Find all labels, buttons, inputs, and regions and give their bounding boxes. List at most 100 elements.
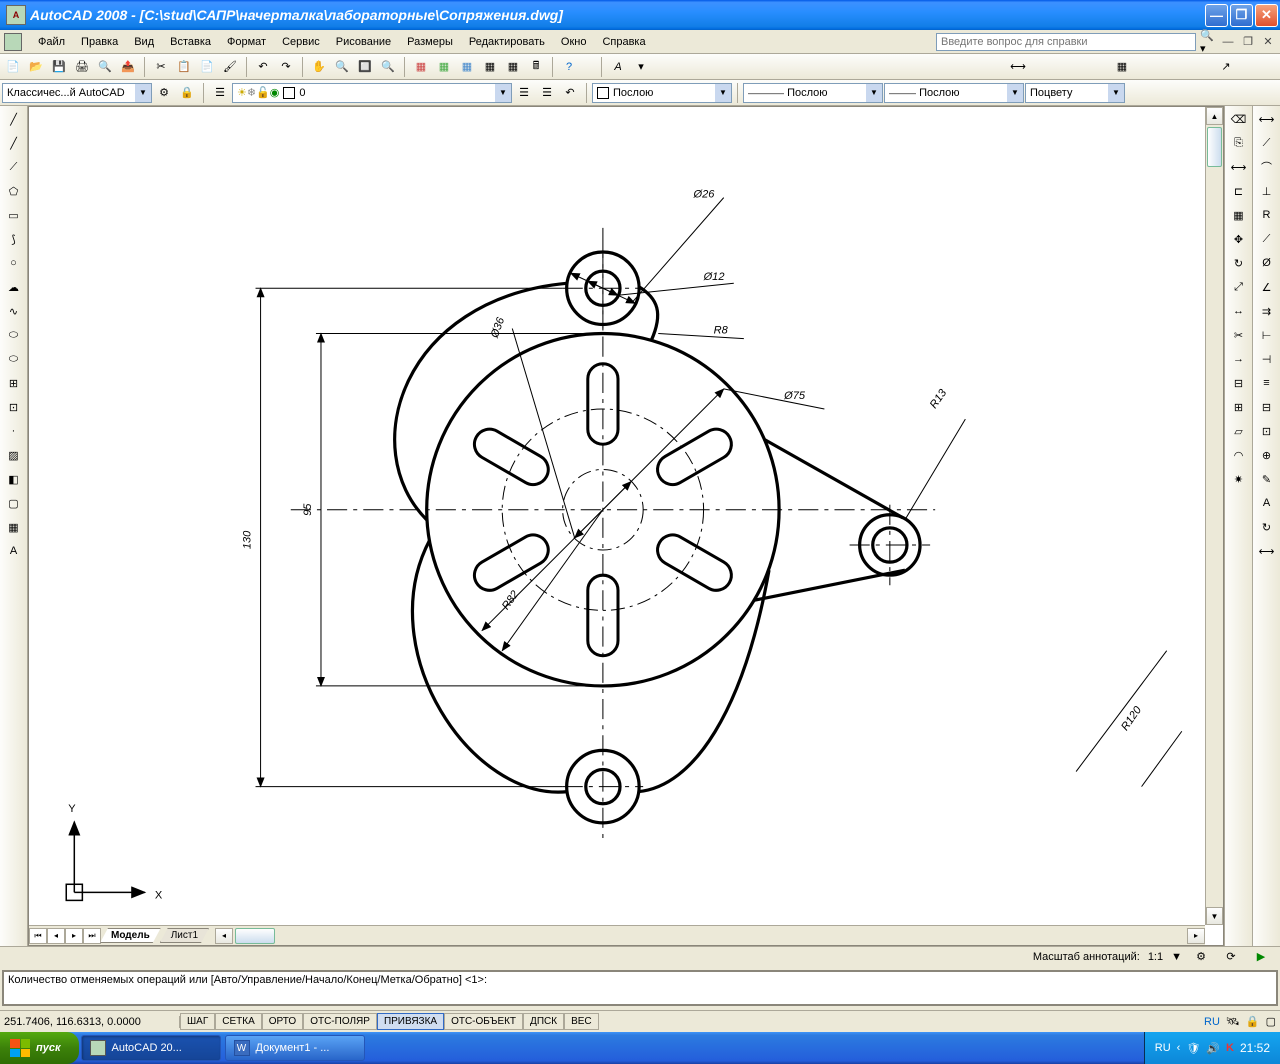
textstyle-icon[interactable]: A <box>607 56 629 78</box>
dimstyle-icon[interactable]: ⟷ <box>1007 56 1029 78</box>
line-icon[interactable]: ╱ <box>3 108 25 130</box>
lang-tray[interactable]: RU <box>1155 1042 1171 1054</box>
join-icon[interactable]: ⊞ <box>1228 396 1250 418</box>
dim-angular-icon[interactable]: ∠ <box>1256 276 1278 298</box>
tablestyle-icon[interactable]: ▦ <box>1111 56 1133 78</box>
redo-icon[interactable]: ↷ <box>275 56 297 78</box>
dim-space-icon[interactable]: ≡ <box>1256 372 1278 394</box>
doc-min-icon[interactable]: — <box>1220 34 1236 50</box>
block-icon[interactable]: ⊡ <box>3 396 25 418</box>
stretch-icon[interactable]: ↔ <box>1228 300 1250 322</box>
textstyle-dd-icon[interactable]: ▾ <box>630 56 652 78</box>
mode-ducs[interactable]: ДПСК <box>523 1013 564 1030</box>
close-button[interactable]: ✕ <box>1255 4 1278 27</box>
undo-icon[interactable]: ↶ <box>252 56 274 78</box>
tab-next-icon[interactable]: ▸ <box>65 928 83 944</box>
erase-icon[interactable]: ⌫ <box>1228 108 1250 130</box>
properties-icon[interactable]: ▦ <box>410 56 432 78</box>
gradient-icon[interactable]: ◧ <box>3 468 25 490</box>
center-mark-icon[interactable]: ⊕ <box>1256 444 1278 466</box>
tab-prev-icon[interactable]: ◂ <box>47 928 65 944</box>
menu-modify[interactable]: Редактировать <box>461 33 553 51</box>
layer-state-icon[interactable]: ☰ <box>513 82 535 104</box>
dc-icon[interactable]: ▦ <box>433 56 455 78</box>
fillet-icon[interactable]: ◠ <box>1228 444 1250 466</box>
layer-iso-icon[interactable]: ☰ <box>536 82 558 104</box>
scale-icon[interactable]: ⤢ <box>1228 276 1250 298</box>
move-icon[interactable]: ✥ <box>1228 228 1250 250</box>
tab-model[interactable]: Модель <box>100 928 161 943</box>
dim-jog-icon[interactable]: ⟋ <box>1256 228 1278 250</box>
publish-icon[interactable]: 📤 <box>117 56 139 78</box>
color-dropdown[interactable]: Послою ▼ <box>592 83 732 103</box>
menu-edit[interactable]: Правка <box>73 33 126 51</box>
hatch-icon[interactable]: ▨ <box>3 444 25 466</box>
menu-view[interactable]: Вид <box>126 33 162 51</box>
plotstyle-dropdown[interactable]: Поцвету ▼ <box>1025 83 1125 103</box>
array-icon[interactable]: ▦ <box>1228 204 1250 226</box>
tab-layout1[interactable]: Лист1 <box>160 928 209 943</box>
tray-icon-1[interactable]: ‹ <box>1177 1042 1181 1054</box>
match-icon[interactable]: 🖌 <box>219 56 241 78</box>
copy2-icon[interactable]: ⎘ <box>1228 132 1250 154</box>
anno-scale-value[interactable]: 1:1 <box>1148 951 1163 963</box>
dim-quick-icon[interactable]: ⇉ <box>1256 300 1278 322</box>
anno-auto-icon[interactable]: ⟳ <box>1220 946 1242 968</box>
menu-dimension[interactable]: Размеры <box>399 33 461 51</box>
doc-close-icon[interactable]: ✕ <box>1260 34 1276 50</box>
lock-tb-icon[interactable]: 🔒 <box>1246 1015 1260 1028</box>
menu-insert[interactable]: Вставка <box>162 33 219 51</box>
dim-aligned-icon[interactable]: ⟋ <box>1256 132 1278 154</box>
offset-icon[interactable]: ⊏ <box>1228 180 1250 202</box>
tray-icon-3[interactable]: 🔊 <box>1206 1042 1220 1055</box>
preview-icon[interactable]: 🔍 <box>94 56 116 78</box>
revcloud-icon[interactable]: ☁ <box>3 276 25 298</box>
zoom-rt-icon[interactable]: 🔍 <box>331 56 353 78</box>
doc-max-icon[interactable]: ❐ <box>1240 34 1256 50</box>
paste-icon[interactable]: 📄 <box>196 56 218 78</box>
copy-icon[interactable]: 📋 <box>173 56 195 78</box>
save-icon[interactable]: 💾 <box>48 56 70 78</box>
circle-icon[interactable]: ○ <box>3 252 25 274</box>
menu-file[interactable]: Файл <box>30 33 73 51</box>
tab-first-icon[interactable]: ⏮ <box>29 928 47 944</box>
status-tray-icon[interactable]: ▶ <box>1250 946 1272 968</box>
dim-tedit-icon[interactable]: A <box>1256 492 1278 514</box>
command-line[interactable]: Количество отменяемых операций или [Авто… <box>2 970 1278 1006</box>
lineweight-dropdown[interactable]: ——— Послою ▼ <box>884 83 1024 103</box>
scrollbar-horizontal[interactable]: ◂ ▸ <box>215 928 1205 944</box>
maximize-button[interactable]: ❐ <box>1230 4 1253 27</box>
dim-update-icon[interactable]: ↻ <box>1256 516 1278 538</box>
dim-diameter-icon[interactable]: Ø <box>1256 252 1278 274</box>
start-button[interactable]: пуск <box>0 1032 79 1064</box>
anno-vis-icon[interactable]: ⚙ <box>1190 946 1212 968</box>
comm-icon[interactable]: 🛰 <box>1226 1015 1240 1028</box>
workspace-dropdown[interactable]: Классичес...й AutoCAD ▼ <box>2 83 152 103</box>
dimstyle2-icon[interactable]: ⟷ <box>1256 540 1278 562</box>
polygon-icon[interactable]: ⬠ <box>3 180 25 202</box>
mtext-icon[interactable]: A <box>3 540 25 562</box>
mode-ortho[interactable]: ОРТО <box>262 1013 303 1030</box>
menu-app-icon[interactable] <box>4 33 22 51</box>
mode-osnap[interactable]: ПРИВЯЗКА <box>377 1013 444 1030</box>
dim-linear-icon[interactable]: ⟷ <box>1256 108 1278 130</box>
dim-edit-icon[interactable]: ✎ <box>1256 468 1278 490</box>
point-icon[interactable]: · <box>3 420 25 442</box>
menu-tools[interactable]: Сервис <box>274 33 328 51</box>
clock[interactable]: 21:52 <box>1240 1041 1270 1055</box>
break-icon[interactable]: ⊟ <box>1228 372 1250 394</box>
mleader-icon[interactable]: ↗ <box>1215 56 1237 78</box>
dim-arc-icon[interactable]: ⌒ <box>1256 156 1278 178</box>
layer-props-icon[interactable]: ☰ <box>209 82 231 104</box>
menu-window[interactable]: Окно <box>553 33 595 51</box>
help-icon[interactable]: ? <box>558 56 580 78</box>
dim-baseline-icon[interactable]: ⊢ <box>1256 324 1278 346</box>
pline-icon[interactable]: ⟋ <box>3 156 25 178</box>
clean-screen-icon[interactable]: ▢ <box>1266 1015 1276 1028</box>
dim-radius-icon[interactable]: R <box>1256 204 1278 226</box>
tab-last-icon[interactable]: ⏭ <box>83 928 101 944</box>
zoom-win-icon[interactable]: 🔲 <box>354 56 376 78</box>
spline-icon[interactable]: ∿ <box>3 300 25 322</box>
menu-draw[interactable]: Рисование <box>328 33 399 51</box>
pan-icon[interactable]: ✋ <box>308 56 330 78</box>
